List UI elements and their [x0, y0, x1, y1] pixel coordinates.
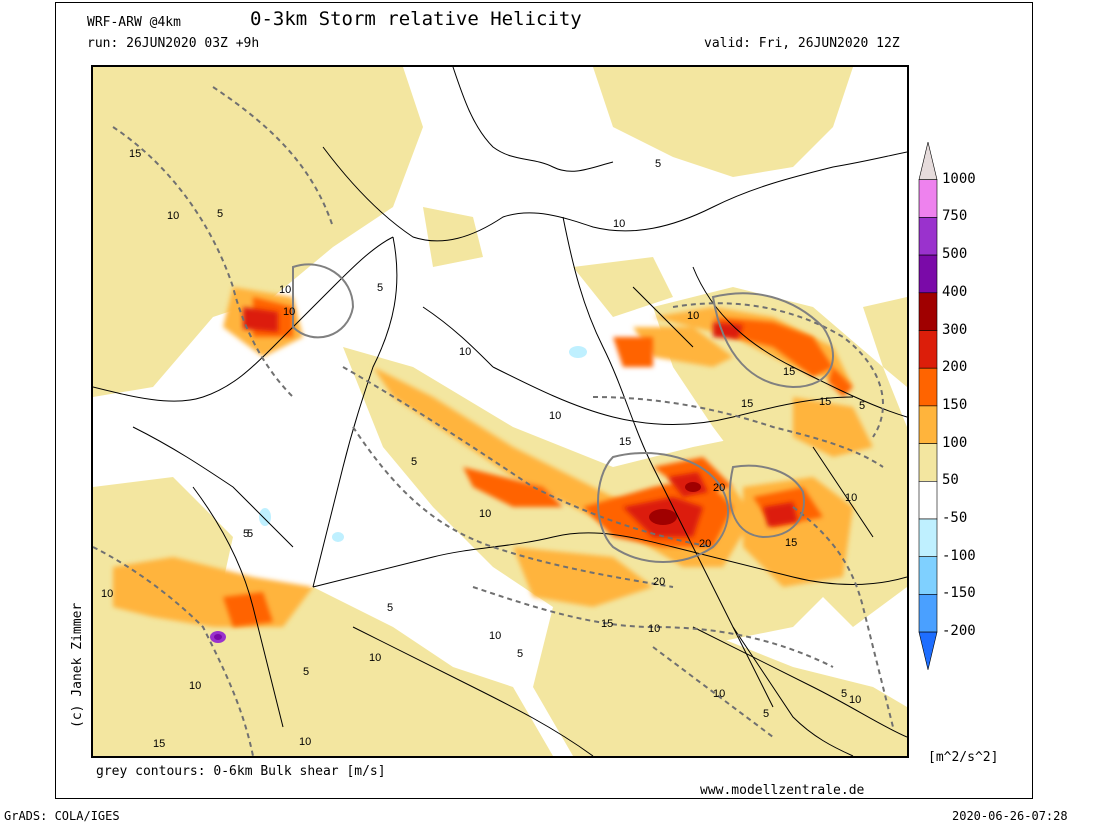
- colorbar-segment: [918, 142, 938, 181]
- colorbar-tick-label: -100: [942, 547, 976, 564]
- chart-title: 0-3km Storm relative Helicity: [250, 8, 582, 30]
- coastlines-borders: [93, 67, 907, 756]
- contour-label: 10: [849, 694, 861, 706]
- colorbar: [918, 142, 938, 670]
- colorbar-segment: [918, 443, 938, 482]
- contour-label: 15: [129, 148, 141, 160]
- contours-caption: grey contours: 0-6km Bulk shear [m/s]: [96, 764, 386, 779]
- colorbar-segment: [918, 405, 938, 444]
- contour-label: 5: [517, 648, 523, 660]
- contour-label: 20: [699, 538, 711, 550]
- run-label: run: 26JUN2020 03Z +9h: [87, 36, 260, 51]
- contour-label: 10: [845, 492, 857, 504]
- website-label: www.modellzentrale.de: [700, 783, 865, 798]
- contour-label: 15: [783, 366, 795, 378]
- contour-label: 5: [243, 528, 249, 540]
- contour-label: 20: [713, 482, 725, 494]
- contour-label: 15: [741, 398, 753, 410]
- colorbar-segment: [918, 480, 938, 520]
- contour-label: 10: [299, 736, 311, 748]
- colorbar-segment: [918, 217, 938, 256]
- colorbar-segment: [918, 292, 938, 331]
- colorbar-segment: [918, 518, 938, 558]
- contour-label: 20: [653, 576, 665, 588]
- map-canvas: 15 10 5 10 10 5 10 5 5 15 20 20 20 15 15…: [93, 67, 907, 756]
- colorbar-segment: [918, 556, 938, 595]
- contour-label: 10: [101, 588, 113, 600]
- timestamp: 2020-06-26-07:28: [952, 809, 1068, 823]
- shear-contours-dashed: [93, 86, 894, 756]
- colorbar-tick-label: 100: [942, 434, 968, 451]
- colorbar-segment: [918, 330, 938, 369]
- colorbar-tick-label: 750: [942, 208, 968, 225]
- contour-label: 10: [459, 346, 471, 358]
- contour-label: 10: [283, 306, 295, 318]
- contour-label: 5: [247, 528, 253, 540]
- contour-label: 15: [785, 537, 797, 549]
- contour-label: 10: [613, 218, 625, 230]
- contour-label: 5: [387, 602, 393, 614]
- contour-labels: 15 10 5 10 10 5 10 5 5 15 20 20 20 15 15…: [101, 148, 865, 750]
- colorbar-tick-label: 200: [942, 359, 968, 376]
- contour-label: 5: [217, 208, 223, 220]
- colorbar-tick-label: 300: [942, 321, 968, 338]
- contour-label: 5: [303, 666, 309, 678]
- colorbar-tick-label: 50: [942, 472, 959, 489]
- contour-label: 15: [153, 738, 165, 750]
- valid-label: valid: Fri, 26JUN2020 12Z: [704, 36, 900, 51]
- contour-label: 5: [841, 688, 847, 700]
- contour-label: 15: [819, 396, 831, 408]
- contour-label: 10: [479, 508, 491, 520]
- contour-label: 5: [859, 400, 865, 412]
- colorbar-tick-label: 150: [942, 396, 968, 413]
- contour-label: 10: [279, 284, 291, 296]
- contour-label: 10: [549, 410, 561, 422]
- copyright-text: (c) Janek Zimmer: [70, 602, 85, 728]
- colorbar-segment: [918, 594, 938, 633]
- contour-label: 10: [167, 210, 179, 222]
- grads-credit: GrADS: COLA/IGES: [4, 809, 120, 823]
- colorbar-tick-label: -200: [942, 623, 976, 640]
- colorbar-tick-label: 1000: [942, 170, 976, 187]
- shear-contours-solid: [292, 263, 834, 563]
- contour-label: 15: [619, 436, 631, 448]
- colorbar-segment: [918, 367, 938, 407]
- contour-label: 5: [377, 282, 383, 294]
- contour-label: 5: [411, 456, 417, 468]
- contour-label: 5: [655, 158, 661, 170]
- colorbar-tick-label: -150: [942, 585, 976, 602]
- contour-label: 10: [369, 652, 381, 664]
- contour-label: 10: [189, 680, 201, 692]
- contour-label: 10: [687, 310, 699, 322]
- colorbar-segment: [918, 631, 938, 670]
- helicity-map: 15 10 5 10 10 5 10 5 5 15 20 20 20 15 15…: [91, 65, 909, 758]
- contour-label: 10: [648, 623, 660, 635]
- helicity-300plus-cores: [210, 482, 701, 643]
- contour-label: 10: [713, 688, 725, 700]
- model-label: WRF-ARW @4km: [87, 15, 181, 30]
- contour-label: 10: [489, 630, 501, 642]
- colorbar-segment: [918, 179, 938, 218]
- colorbar-tick-label: 400: [942, 283, 968, 300]
- colorbar-tick-label: 500: [942, 246, 968, 263]
- colorbar-unit: [m^2/s^2]: [928, 750, 999, 765]
- contour-label: 15: [601, 618, 613, 630]
- contour-label: 5: [763, 708, 769, 720]
- colorbar-tick-label: -50: [942, 510, 968, 526]
- colorbar-segment: [918, 254, 938, 294]
